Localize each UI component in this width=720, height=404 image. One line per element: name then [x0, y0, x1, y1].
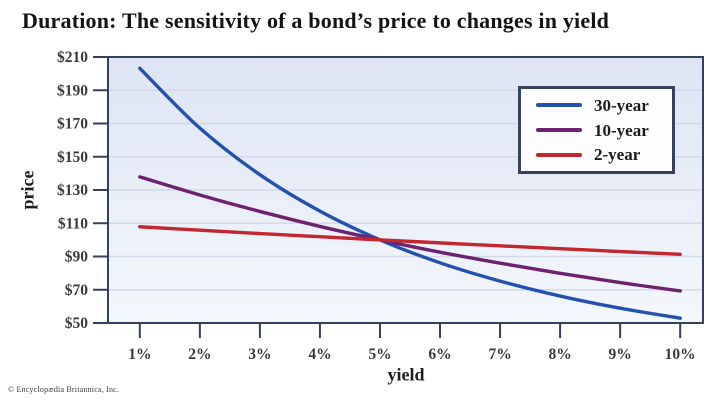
series-line-2-year — [138, 225, 682, 257]
y-tick-label: $210 — [57, 49, 88, 66]
x-tick-label: 5% — [368, 346, 391, 363]
x-tick-label: 4% — [308, 346, 331, 363]
legend-line-swatch — [536, 103, 582, 108]
x-axis-title: yield — [387, 364, 425, 385]
x-tick-label: 2% — [188, 346, 211, 363]
legend-label: 10-year — [594, 120, 649, 140]
y-tick-label: $50 — [65, 315, 89, 332]
legend: 30-year 10-year 2-year — [518, 86, 675, 174]
y-tick-label: $130 — [57, 182, 88, 199]
x-tick-label: 9% — [609, 346, 632, 363]
y-tick-label: $170 — [57, 116, 88, 133]
legend-item: 2-year — [536, 146, 672, 163]
legend-label: 30-year — [594, 95, 649, 115]
y-tick-label: $150 — [57, 149, 88, 166]
x-tick-label: 1% — [128, 346, 151, 363]
y-axis-title: price — [17, 170, 38, 210]
y-tick-label: $90 — [65, 249, 89, 266]
copyright: © Encyclopædia Britannica, Inc. — [8, 385, 120, 394]
legend-line-swatch — [536, 128, 582, 132]
x-tick-label: 3% — [248, 346, 271, 363]
x-tick-label: 10% — [665, 346, 696, 363]
x-tick-label: 8% — [548, 346, 571, 363]
legend-item: 30-year — [536, 97, 672, 114]
series-line-10-year — [138, 175, 682, 293]
plot-border — [107, 56, 704, 324]
y-tick-label: $70 — [65, 282, 89, 299]
legend-line-swatch — [536, 152, 582, 157]
y-tick-label: $190 — [57, 82, 88, 99]
x-tick-label: 7% — [488, 346, 511, 363]
legend-label: 2-year — [594, 145, 641, 165]
chart-title: Duration: The sensitivity of a bond’s pr… — [22, 8, 610, 33]
series-line-30-year — [138, 66, 682, 320]
legend-item: 10-year — [536, 122, 672, 139]
x-tick-label: 6% — [428, 346, 451, 363]
y-tick-label: $110 — [58, 215, 88, 232]
